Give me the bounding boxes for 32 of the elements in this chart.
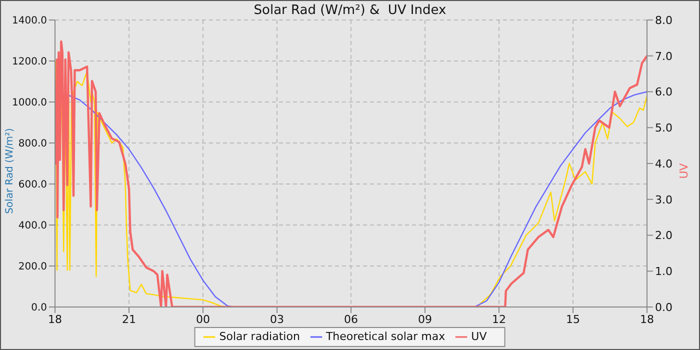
y2-tick-label: 6.0 [655, 86, 672, 99]
y-tick-label: 0.0 [31, 302, 47, 314]
y2-tick-label: 5.0 [655, 122, 672, 135]
y2-axis-title: UV [678, 163, 690, 179]
y2-tick-label: 8.0 [655, 14, 672, 27]
legend-label: UV [471, 330, 487, 343]
x-tick-label: 03 [270, 312, 284, 326]
y2-tick-label: 1.0 [655, 265, 672, 278]
y-tick-label: 200.0 [18, 262, 47, 273]
chart-title: Solar Rad (W/m²) & UV Index [254, 3, 446, 18]
y-tick-label: 1200.0 [12, 56, 47, 68]
y2-tick-label: 3.0 [655, 193, 672, 206]
x-tick-label: 15 [566, 312, 580, 326]
x-tick-label: 00 [196, 312, 210, 326]
y-tick-label: 1000.0 [12, 98, 47, 109]
y-tick-label: 1400.0 [12, 16, 47, 27]
x-tick-label: 21 [122, 312, 136, 326]
y2-tick-label: 2.0 [655, 229, 672, 242]
x-tick-label: 12 [492, 312, 506, 326]
x-tick-label: 09 [418, 312, 432, 326]
y2-tick-label: 7.0 [655, 50, 672, 63]
y-axis-title: Solar Rad (W/m²) [4, 128, 16, 214]
y2-tick-label: 4.0 [655, 157, 672, 170]
y2-tick-label: 0.0 [655, 300, 672, 314]
legend-label: Theoretical solar max [326, 330, 446, 343]
x-tick-label: 06 [344, 312, 358, 326]
x-tick-label: 18 [640, 312, 654, 326]
y-tick-label: 400.0 [18, 220, 47, 232]
y-tick-label: 800.0 [18, 138, 47, 150]
legend-label: Solar radiation [219, 330, 300, 343]
x-tick-label: 18 [48, 312, 62, 326]
y-tick-label: 600.0 [18, 180, 47, 191]
